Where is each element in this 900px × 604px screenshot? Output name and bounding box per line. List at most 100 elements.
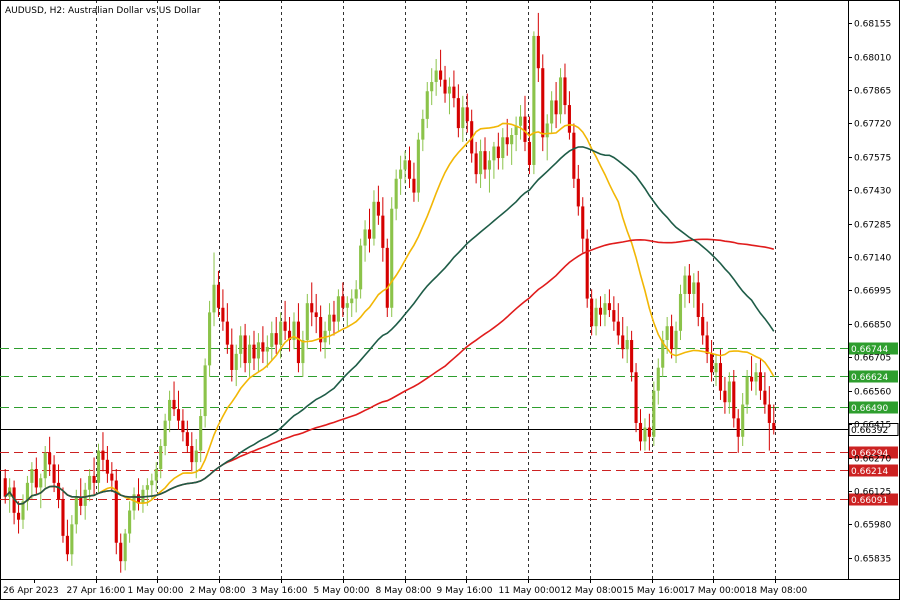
candle-body: [336, 296, 340, 322]
candle-body: [705, 335, 709, 354]
candle-body: [536, 35, 540, 69]
candle-body: [261, 342, 265, 352]
candle-body: [701, 316, 705, 336]
candle-body: [25, 482, 29, 502]
candle-body: [172, 399, 176, 410]
candle-body: [399, 169, 403, 179]
candle-body: [243, 335, 247, 364]
candle-body: [145, 485, 149, 490]
candle-body: [65, 535, 69, 555]
candle-body: [634, 372, 638, 423]
candle-body: [296, 321, 300, 364]
candle-body: [252, 344, 256, 359]
candle-body: [678, 293, 683, 331]
time-label: 9 May 16:00: [437, 586, 493, 596]
current-price-label-box: [848, 423, 899, 436]
candle-body: [736, 418, 740, 437]
candle-body: [301, 340, 305, 364]
candle-body: [483, 151, 487, 170]
candle-body: [287, 330, 292, 341]
candle-body: [190, 445, 194, 463]
candle-body: [185, 432, 189, 446]
candle-body: [159, 445, 163, 470]
candle-body: [741, 404, 745, 437]
candle-body: [723, 390, 727, 403]
candle-body: [527, 141, 531, 165]
candle-body: [234, 353, 238, 370]
resistance-level-label: 0.66744: [851, 345, 888, 355]
candle-body: [265, 346, 269, 352]
price-label: 0.67720: [854, 120, 891, 130]
support-level-label-box: [849, 446, 898, 459]
candle-body: [88, 475, 92, 490]
candle-body: [403, 160, 407, 170]
candle-body: [643, 427, 647, 442]
candle-body: [590, 298, 594, 327]
candle-body: [683, 275, 687, 294]
candle-body: [128, 510, 132, 534]
candle-body: [443, 79, 447, 94]
candle-body: [208, 312, 212, 366]
candle-body: [665, 326, 669, 341]
candle-body: [745, 376, 749, 405]
candle-body: [70, 524, 74, 555]
ma-fast-line: [4, 122, 775, 506]
candle-body: [461, 107, 465, 129]
candle-body: [256, 342, 261, 359]
candle-body: [652, 390, 656, 437]
candle-body: [732, 381, 736, 419]
price-label: 0.66705: [854, 354, 891, 364]
candle-body: [758, 372, 763, 391]
candle-body: [105, 459, 109, 474]
candle-body: [292, 321, 296, 341]
candle-body: [274, 333, 278, 345]
candle-body: [674, 330, 678, 350]
candle-body: [621, 335, 625, 350]
current-price-label: 0.66392: [851, 426, 888, 436]
candle-body: [341, 296, 345, 308]
candle-body: [96, 450, 101, 483]
time-label: 1 May 00:00: [128, 586, 184, 596]
candle-body: [630, 340, 634, 373]
candle-body: [754, 372, 758, 382]
candle-body: [545, 123, 549, 138]
time-label: 2 May 08:00: [190, 586, 246, 596]
price-label: 0.67575: [854, 154, 891, 164]
candle-body: [248, 344, 252, 364]
candle-body: [332, 314, 336, 322]
price-label: 0.67140: [854, 254, 891, 264]
candle-body: [696, 282, 700, 317]
candle-body: [447, 86, 452, 94]
candle-body: [434, 70, 438, 83]
support-level-label: 0.66214: [851, 467, 888, 477]
candle-body: [550, 100, 554, 124]
candle-body: [305, 303, 309, 341]
candle-body: [501, 137, 505, 159]
candle-body: [430, 82, 434, 92]
candle-body: [212, 284, 216, 313]
candle-body: [39, 478, 43, 488]
price-label: 0.66560: [854, 388, 891, 398]
candle-body: [101, 450, 105, 460]
candle-body: [376, 201, 380, 216]
candle-body: [30, 469, 34, 483]
candle-body: [354, 289, 358, 299]
candle-body: [505, 137, 509, 145]
candle-body: [74, 496, 78, 525]
candle-body: [230, 344, 234, 370]
support-level-label: 0.66091: [851, 496, 888, 506]
candle-body: [367, 229, 372, 239]
time-label: 11 May 00:00: [499, 586, 561, 596]
candle-body: [425, 91, 429, 119]
candle-body: [319, 316, 323, 343]
candle-body: [52, 464, 56, 483]
candle-body: [310, 303, 314, 313]
candle-body: [132, 494, 136, 511]
resistance-level-label: 0.66624: [851, 373, 888, 383]
time-axis: 26 Apr 2023 27 Apr 16:00 1 May 00:00 2 May …: [3, 579, 807, 596]
candle-body: [763, 390, 767, 405]
candle-body: [407, 160, 412, 179]
candle-body: [474, 153, 478, 175]
candle-body: [79, 496, 83, 506]
